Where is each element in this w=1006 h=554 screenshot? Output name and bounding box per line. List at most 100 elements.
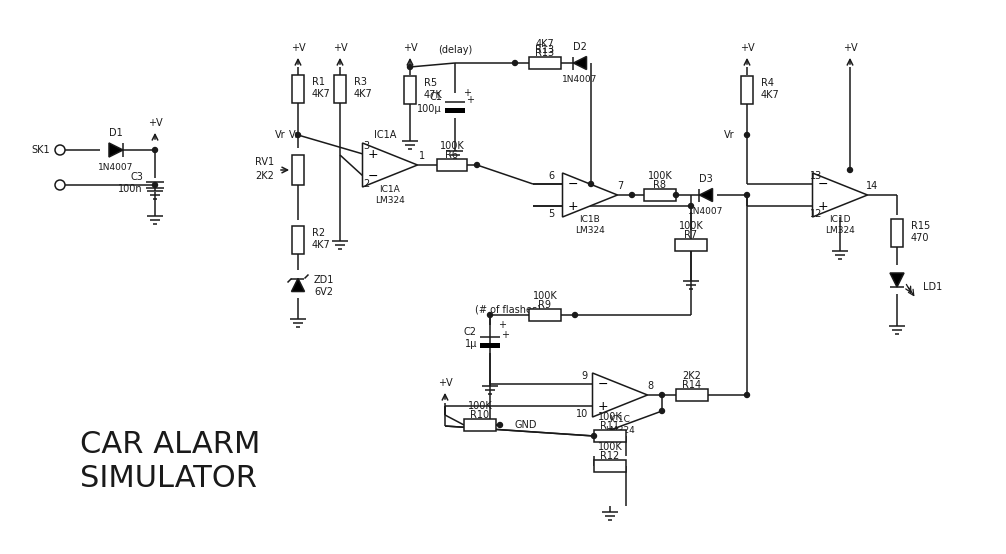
- Text: +: +: [567, 199, 577, 213]
- Text: −: −: [367, 170, 377, 182]
- FancyBboxPatch shape: [594, 430, 626, 442]
- Text: −: −: [567, 177, 577, 191]
- Text: 2K2: 2K2: [256, 171, 274, 181]
- Text: 4K7: 4K7: [761, 90, 780, 100]
- Text: R1: R1: [312, 77, 325, 87]
- FancyBboxPatch shape: [594, 460, 626, 472]
- Text: R3: R3: [354, 77, 367, 87]
- Text: +V: +V: [148, 118, 162, 128]
- Circle shape: [744, 392, 749, 398]
- Text: +V: +V: [333, 43, 347, 53]
- Text: 1: 1: [418, 151, 426, 161]
- Text: 4K7: 4K7: [312, 89, 331, 99]
- Text: +V: +V: [402, 43, 417, 53]
- Text: Vr: Vr: [276, 130, 286, 140]
- FancyBboxPatch shape: [529, 57, 561, 69]
- Text: GND: GND: [515, 420, 537, 430]
- Text: +V: +V: [291, 43, 305, 53]
- Text: +: +: [598, 399, 608, 413]
- Text: 100K: 100K: [598, 412, 623, 422]
- FancyBboxPatch shape: [334, 75, 346, 103]
- Text: 10: 10: [575, 409, 588, 419]
- Circle shape: [744, 192, 749, 197]
- Circle shape: [660, 408, 665, 413]
- FancyBboxPatch shape: [529, 309, 561, 321]
- Text: 4K7: 4K7: [535, 39, 554, 49]
- Circle shape: [744, 132, 749, 137]
- Polygon shape: [292, 279, 305, 291]
- Circle shape: [55, 180, 65, 190]
- Text: R12: R12: [601, 451, 620, 461]
- Text: +: +: [817, 199, 828, 213]
- Text: +V: +V: [438, 378, 453, 388]
- Text: IC1D
LM324: IC1D LM324: [825, 216, 855, 235]
- FancyBboxPatch shape: [404, 76, 416, 104]
- Text: IC1C
LM324: IC1C LM324: [606, 416, 635, 435]
- Text: CAR ALARM
SIMULATOR: CAR ALARM SIMULATOR: [80, 430, 261, 493]
- Text: C1: C1: [430, 92, 442, 102]
- Text: D3: D3: [699, 174, 713, 184]
- Text: +: +: [498, 320, 506, 330]
- Text: R2: R2: [312, 228, 325, 238]
- Polygon shape: [699, 188, 712, 202]
- Text: 470: 470: [911, 233, 930, 243]
- Circle shape: [55, 145, 65, 155]
- Text: +V: +V: [843, 43, 857, 53]
- Text: 13: 13: [810, 171, 822, 181]
- Text: IC1A: IC1A: [374, 130, 396, 140]
- FancyBboxPatch shape: [292, 75, 304, 103]
- Text: D2: D2: [573, 42, 586, 52]
- Text: 4K7: 4K7: [312, 240, 331, 250]
- FancyBboxPatch shape: [644, 189, 676, 201]
- Polygon shape: [362, 143, 417, 187]
- Text: 100K: 100K: [679, 221, 703, 231]
- Circle shape: [153, 182, 158, 187]
- Text: 5: 5: [548, 209, 554, 219]
- Circle shape: [488, 312, 493, 317]
- Circle shape: [630, 192, 635, 197]
- Circle shape: [847, 167, 852, 172]
- Circle shape: [592, 433, 597, 439]
- Text: +: +: [501, 330, 509, 340]
- Circle shape: [475, 162, 480, 167]
- Text: 100K: 100K: [440, 141, 465, 151]
- Polygon shape: [593, 373, 648, 417]
- Bar: [480, 343, 500, 348]
- Text: C2: C2: [464, 327, 477, 337]
- Circle shape: [153, 147, 158, 152]
- Text: 100n: 100n: [119, 184, 143, 194]
- Text: R5: R5: [424, 78, 438, 88]
- Polygon shape: [109, 143, 123, 157]
- Text: R14: R14: [682, 380, 701, 390]
- Text: C3: C3: [130, 172, 143, 182]
- Text: 1N4007: 1N4007: [562, 75, 598, 85]
- Text: R15: R15: [911, 221, 931, 231]
- Text: R6: R6: [446, 150, 459, 160]
- Circle shape: [660, 392, 665, 398]
- Polygon shape: [890, 273, 904, 287]
- Text: Vr: Vr: [290, 130, 300, 140]
- Circle shape: [572, 312, 577, 317]
- Text: R8: R8: [654, 180, 667, 190]
- FancyBboxPatch shape: [741, 76, 753, 104]
- Text: 100K: 100K: [598, 442, 623, 452]
- Polygon shape: [562, 173, 618, 217]
- FancyBboxPatch shape: [676, 389, 708, 401]
- Text: 9: 9: [581, 371, 588, 381]
- FancyBboxPatch shape: [292, 155, 304, 185]
- Polygon shape: [813, 173, 867, 217]
- Text: IC1A
LM324: IC1A LM324: [375, 185, 404, 204]
- Text: 2: 2: [363, 179, 369, 189]
- Text: 47K: 47K: [424, 90, 443, 100]
- Text: D1: D1: [109, 128, 123, 138]
- FancyBboxPatch shape: [437, 159, 467, 171]
- FancyBboxPatch shape: [891, 219, 903, 247]
- Text: (# of flashes): (# of flashes): [475, 305, 541, 315]
- Text: R9: R9: [538, 300, 551, 310]
- FancyBboxPatch shape: [292, 226, 304, 254]
- Text: +: +: [367, 147, 378, 161]
- Text: 100K: 100K: [532, 291, 557, 301]
- Text: R4: R4: [761, 78, 774, 88]
- Text: +V: +V: [739, 43, 754, 53]
- Text: 14: 14: [866, 181, 878, 191]
